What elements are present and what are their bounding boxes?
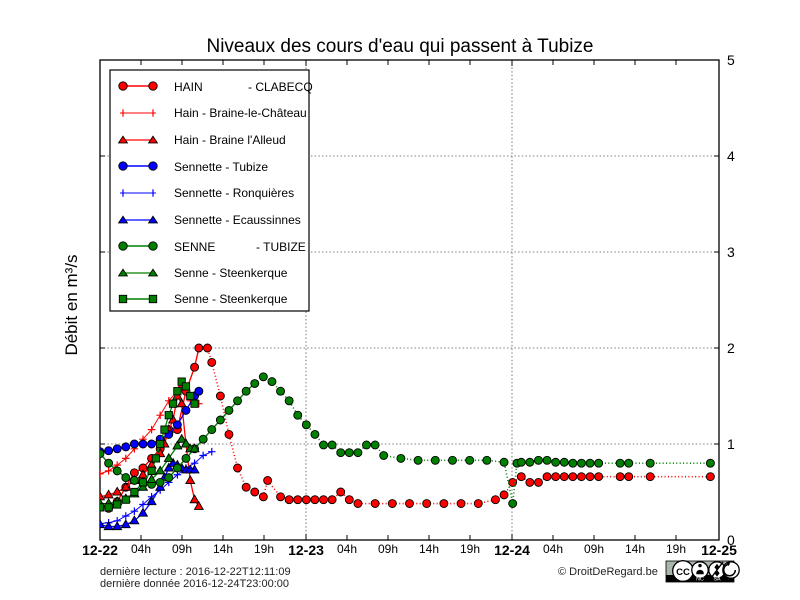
svg-text:Senne - Steenkerque: Senne - Steenkerque [174,266,288,280]
svg-text:12-23: 12-23 [288,542,324,558]
svg-text:19h: 19h [666,542,686,556]
svg-text:- CLABECQ: - CLABECQ [248,80,313,94]
svg-text:HAIN: HAIN [174,80,203,94]
svg-text:dernière lecture : 2016-12-22T: dernière lecture : 2016-12-22T12:11:09 [100,566,291,578]
svg-text:dernière donnée 2016-12-24T23: dernière donnée 2016-12-24T23:00:00 [100,578,289,590]
svg-text:14h: 14h [419,542,439,556]
svg-text:Hain - Braine-le-Château: Hain - Braine-le-Château [174,106,307,120]
svg-text:09h: 09h [172,542,192,556]
svg-text:04h: 04h [337,542,357,556]
svg-text:04h: 04h [543,542,563,556]
svg-text:BY: BY [679,577,687,583]
svg-text:5: 5 [727,52,735,68]
svg-text:09h: 09h [584,542,604,556]
svg-text:Sennette - Ronquières: Sennette - Ronquières [174,186,294,200]
svg-text:Senne - Steenkerque: Senne - Steenkerque [174,292,288,306]
svg-text:4: 4 [727,148,735,164]
svg-text:19h: 19h [254,542,274,556]
svg-text:Sennette - Ecaussinnes: Sennette - Ecaussinnes [174,213,301,227]
svg-text:14h: 14h [213,542,233,556]
svg-text:12-25: 12-25 [701,542,737,558]
svg-text:19h: 19h [460,542,480,556]
svg-text:Niveaux des cours d'eau qui pa: Niveaux des cours d'eau qui passent à Tu… [206,36,593,57]
svg-text:3: 3 [727,244,735,260]
svg-text:- TUBIZE: - TUBIZE [256,240,306,254]
svg-text:Sennette - Tubize: Sennette - Tubize [174,160,268,174]
svg-text:Débit en m³/s: Débit en m³/s [62,254,81,355]
svg-text:1: 1 [727,436,735,452]
svg-text:NC: NC [696,577,704,583]
svg-text:SA: SA [713,577,721,583]
svg-text:2: 2 [727,340,735,356]
svg-text:SENNE: SENNE [174,240,215,254]
svg-text:14h: 14h [625,542,645,556]
svg-text:12-24: 12-24 [494,542,530,558]
svg-text:04h: 04h [131,542,151,556]
svg-text:Hain - Braine l'Alleud: Hain - Braine l'Alleud [174,133,286,147]
svg-text:12-22: 12-22 [82,542,118,558]
svg-text:09h: 09h [378,542,398,556]
svg-text:© DroitDeRegard.be: © DroitDeRegard.be [558,566,658,578]
